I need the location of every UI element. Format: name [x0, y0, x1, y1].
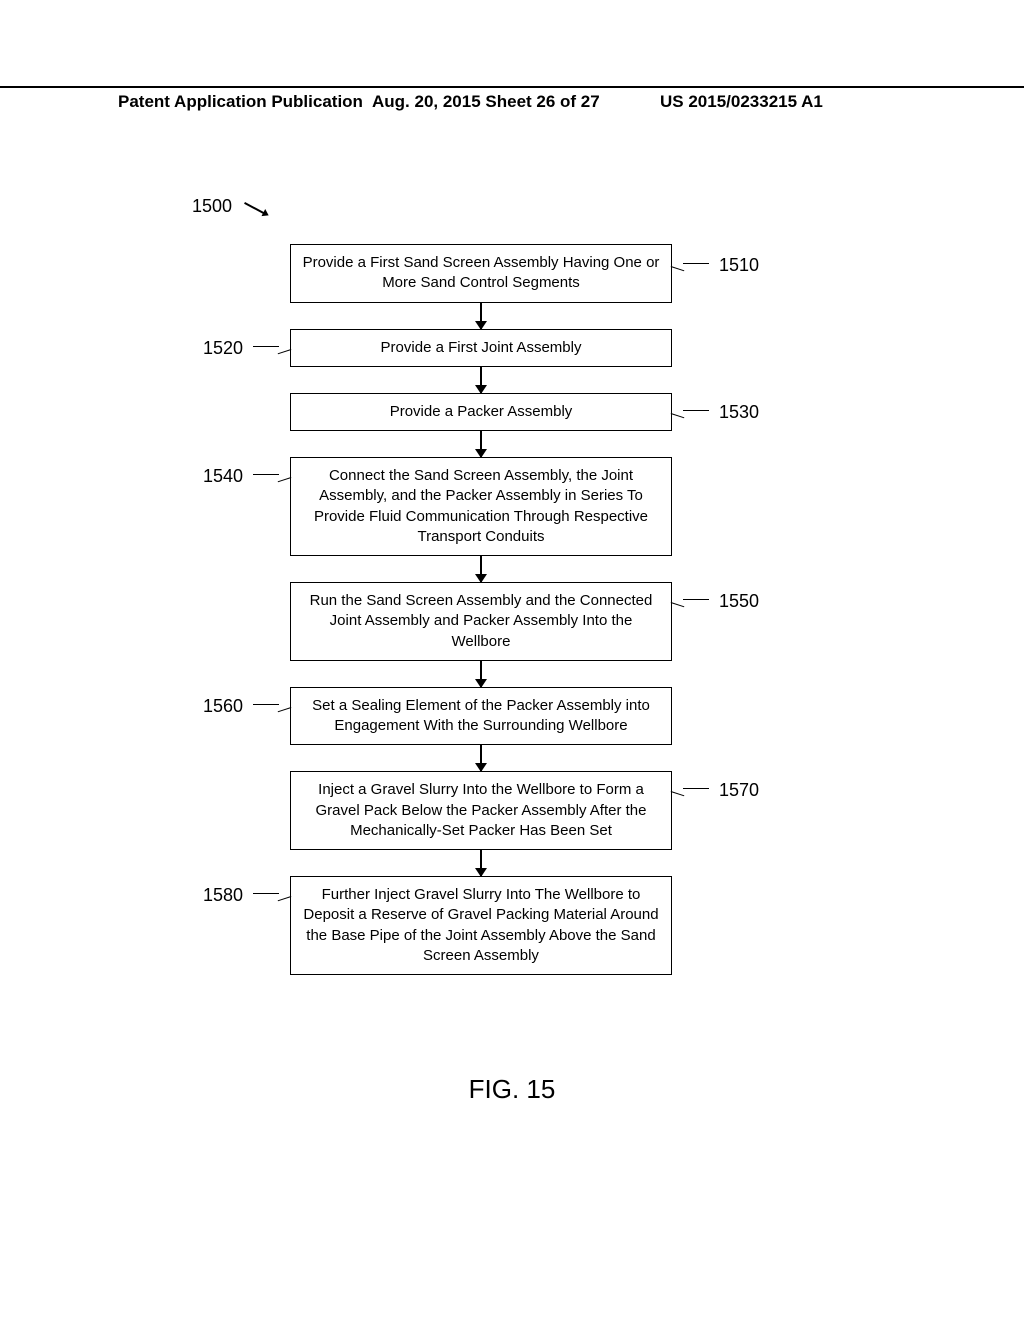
leader-line-icon [671, 600, 711, 602]
step-text: Provide a Packer Assembly [390, 403, 573, 420]
figure-15: 1500 Provide a First Sand Screen Assembl… [0, 0, 1024, 1320]
step-text: Connect the Sand Screen Assembly, the Jo… [314, 467, 648, 545]
step-text: Provide a First Joint Assembly [381, 339, 582, 356]
step-text: Further Inject Gravel Slurry Into The We… [303, 886, 658, 964]
step-text: Provide a First Sand Screen Assembly Hav… [303, 254, 660, 291]
step-1560: Set a Sealing Element of the Packer Asse… [290, 687, 672, 746]
ref-num: 1580 [203, 883, 243, 907]
callout-1520: 1520 [203, 336, 291, 360]
callout-1510: 1510 [671, 253, 759, 277]
callout-1540: 1540 [203, 464, 291, 488]
leader-line-icon [671, 789, 711, 791]
step-1520: Provide a First Joint Assembly 1520 [290, 329, 672, 367]
step-1510: Provide a First Sand Screen Assembly Hav… [290, 244, 672, 303]
arrow-down-icon [480, 431, 482, 457]
flowchart: Provide a First Sand Screen Assembly Hav… [290, 244, 672, 975]
figure-ref-1500: 1500 [192, 196, 275, 217]
leader-line-icon [251, 894, 291, 896]
step-1540: Connect the Sand Screen Assembly, the Jo… [290, 457, 672, 556]
arrow-icon [245, 200, 275, 214]
ref-num: 1550 [719, 589, 759, 613]
callout-1560: 1560 [203, 694, 291, 718]
arrow-down-icon [480, 367, 482, 393]
ref-num: 1510 [719, 253, 759, 277]
arrow-down-icon [480, 661, 482, 687]
leader-line-icon [671, 264, 711, 266]
arrow-down-icon [480, 745, 482, 771]
ref-num: 1570 [719, 778, 759, 802]
leader-line-icon [251, 347, 291, 349]
callout-1570: 1570 [671, 778, 759, 802]
step-1530: Provide a Packer Assembly 1530 [290, 393, 672, 431]
step-1550: Run the Sand Screen Assembly and the Con… [290, 582, 672, 661]
leader-line-icon [251, 705, 291, 707]
figure-caption: FIG. 15 [0, 1074, 1024, 1105]
step-1580: Further Inject Gravel Slurry Into The We… [290, 876, 672, 975]
figure-ref-label: 1500 [192, 196, 232, 216]
ref-num: 1560 [203, 694, 243, 718]
callout-1580: 1580 [203, 883, 291, 907]
callout-1530: 1530 [671, 400, 759, 424]
arrow-down-icon [480, 303, 482, 329]
step-text: Inject a Gravel Slurry Into the Wellbore… [316, 781, 647, 839]
ref-num: 1540 [203, 464, 243, 488]
ref-num: 1520 [203, 336, 243, 360]
arrow-down-icon [480, 556, 482, 582]
step-1570: Inject a Gravel Slurry Into the Wellbore… [290, 771, 672, 850]
leader-line-icon [671, 411, 711, 413]
step-text: Set a Sealing Element of the Packer Asse… [312, 697, 650, 734]
arrow-down-icon [480, 850, 482, 876]
ref-num: 1530 [719, 400, 759, 424]
leader-line-icon [251, 475, 291, 477]
step-text: Run the Sand Screen Assembly and the Con… [310, 592, 653, 650]
callout-1550: 1550 [671, 589, 759, 613]
